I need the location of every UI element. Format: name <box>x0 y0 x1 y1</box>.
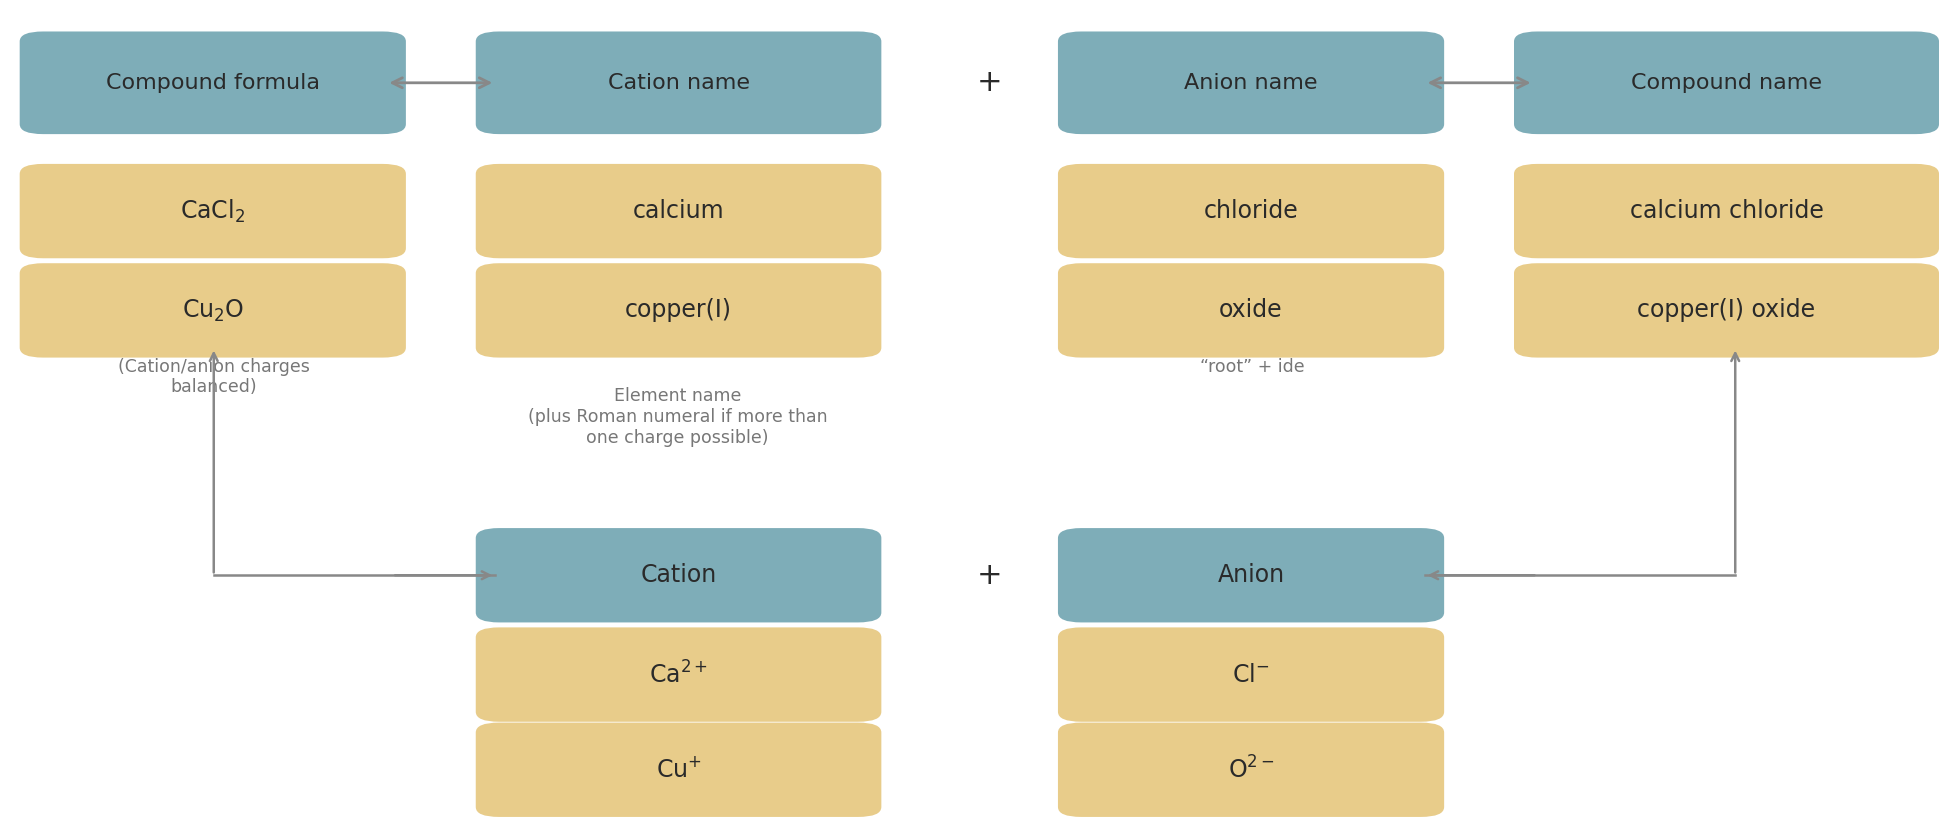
FancyBboxPatch shape <box>475 528 880 623</box>
Text: Compound formula: Compound formula <box>105 73 319 93</box>
Text: +: + <box>976 561 1003 589</box>
FancyBboxPatch shape <box>475 164 880 258</box>
FancyBboxPatch shape <box>1058 627 1443 721</box>
FancyBboxPatch shape <box>19 263 405 358</box>
Text: chloride: chloride <box>1204 199 1297 223</box>
FancyBboxPatch shape <box>475 263 880 358</box>
FancyBboxPatch shape <box>19 32 405 134</box>
Text: Compound name: Compound name <box>1630 73 1821 93</box>
FancyBboxPatch shape <box>1514 32 1938 134</box>
FancyBboxPatch shape <box>1514 263 1938 358</box>
FancyBboxPatch shape <box>475 32 880 134</box>
Text: (Cation/anion charges
balanced): (Cation/anion charges balanced) <box>117 358 310 396</box>
FancyBboxPatch shape <box>1058 32 1443 134</box>
Text: CaCl$_2$: CaCl$_2$ <box>179 197 245 225</box>
Text: O$^{2-}$: O$^{2-}$ <box>1227 756 1274 783</box>
Text: oxide: oxide <box>1219 298 1282 323</box>
Text: Cation name: Cation name <box>608 73 750 93</box>
Text: +: + <box>976 69 1003 97</box>
Text: calcium: calcium <box>633 199 725 223</box>
Text: “root” + ide: “root” + ide <box>1200 358 1303 375</box>
Text: Anion name: Anion name <box>1184 73 1317 93</box>
Text: calcium chloride: calcium chloride <box>1629 199 1823 223</box>
Text: copper(I) oxide: copper(I) oxide <box>1636 298 1816 323</box>
FancyBboxPatch shape <box>1058 528 1443 623</box>
FancyBboxPatch shape <box>1514 164 1938 258</box>
FancyBboxPatch shape <box>1058 263 1443 358</box>
Text: Cu$_2$O: Cu$_2$O <box>181 298 244 324</box>
FancyBboxPatch shape <box>19 164 405 258</box>
Text: copper(I): copper(I) <box>625 298 732 323</box>
Text: Cation: Cation <box>641 563 717 587</box>
Text: Element name
(plus Roman numeral if more than
one charge possible): Element name (plus Roman numeral if more… <box>528 387 828 447</box>
Text: Anion: Anion <box>1218 563 1284 587</box>
Text: Cu$^{+}$: Cu$^{+}$ <box>655 757 701 782</box>
Text: Cl$^{-}$: Cl$^{-}$ <box>1231 663 1268 686</box>
FancyBboxPatch shape <box>1058 164 1443 258</box>
FancyBboxPatch shape <box>475 627 880 721</box>
FancyBboxPatch shape <box>1058 722 1443 817</box>
Text: Ca$^{2+}$: Ca$^{2+}$ <box>649 661 707 688</box>
FancyBboxPatch shape <box>475 722 880 817</box>
